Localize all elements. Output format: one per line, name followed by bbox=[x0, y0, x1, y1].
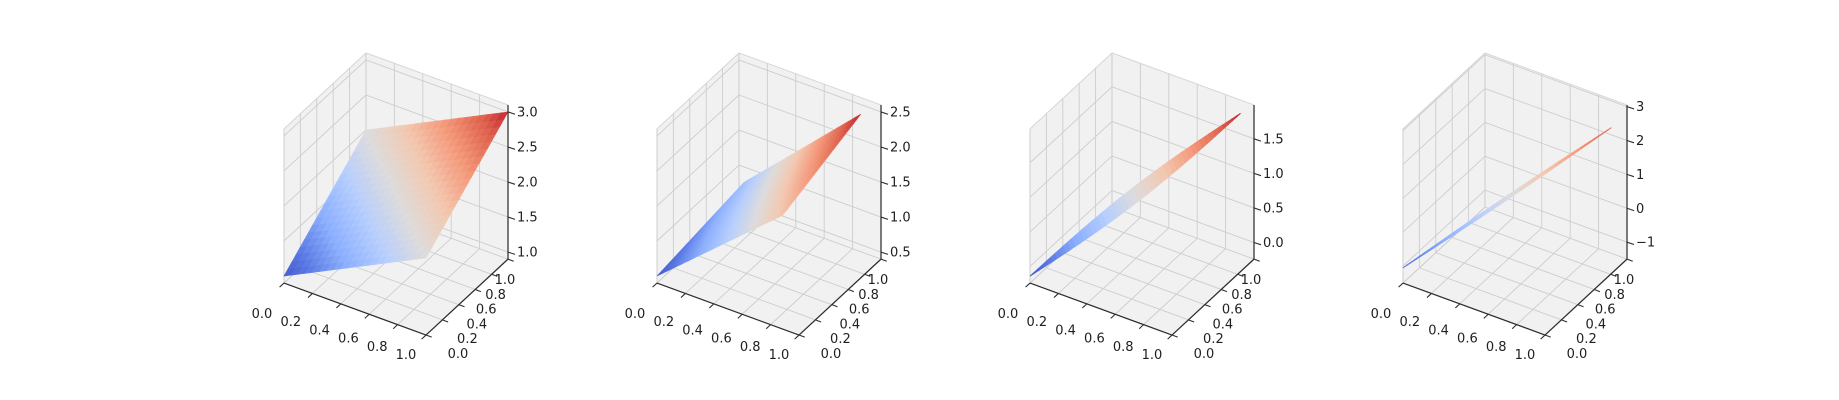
y-tick-label: 0.4 bbox=[1212, 317, 1233, 332]
y-tick-label: 0.2 bbox=[457, 332, 478, 347]
y-tick-label: 0.8 bbox=[1604, 288, 1625, 303]
x-tick-label: 0.0 bbox=[252, 307, 273, 322]
z-tick-label: 3 bbox=[1636, 100, 1644, 115]
z-tick-label: 1 bbox=[1636, 168, 1644, 183]
x-tick-label: 0.2 bbox=[1399, 315, 1420, 330]
z-tick-label: 1.0 bbox=[1263, 167, 1284, 182]
z-tick-label: 0.5 bbox=[890, 246, 911, 261]
y-tick-label: 0.8 bbox=[858, 288, 879, 303]
axis-spines bbox=[1402, 104, 1628, 336]
y-tick-label: 0.6 bbox=[1595, 303, 1616, 318]
z-tick-label: 0.0 bbox=[1263, 236, 1284, 251]
z-tick-label: 1.5 bbox=[890, 176, 911, 191]
z-tick-label: 0.5 bbox=[1263, 201, 1284, 216]
y-tick-label: 1.0 bbox=[495, 273, 516, 288]
x-tick-label: 0.0 bbox=[998, 307, 1019, 322]
x-tick-label: 1.0 bbox=[769, 348, 790, 363]
x-tick-label: 0.4 bbox=[682, 323, 703, 338]
z-tick-label: 1.0 bbox=[890, 211, 911, 226]
y-tick-label: 0.4 bbox=[466, 317, 487, 332]
z-tick-label: −1 bbox=[1636, 236, 1655, 251]
tick-marks bbox=[652, 111, 889, 340]
tick-labels: 0.00.20.40.60.81.0 0.00.20.40.60.81.01.01… bbox=[252, 105, 538, 363]
z-tick-label: 2 bbox=[1636, 134, 1644, 149]
z-tick-label: 1.5 bbox=[517, 211, 538, 226]
axis-spines bbox=[656, 104, 882, 336]
z-tick-label: 2.0 bbox=[890, 140, 911, 155]
tick-labels: 0.00.20.40.60.81.0 0.00.20.40.60.81.00.00… bbox=[998, 132, 1284, 363]
x-tick-label: 0.6 bbox=[1457, 332, 1478, 347]
tick-marks bbox=[1398, 106, 1635, 340]
tick-marks bbox=[1025, 138, 1262, 340]
x-tick-label: 1.0 bbox=[1515, 348, 1536, 363]
x-tick-label: 0.2 bbox=[280, 315, 301, 330]
x-tick-label: 0.6 bbox=[711, 332, 732, 347]
y-tick-label: 0.8 bbox=[1231, 288, 1252, 303]
axis-spines bbox=[1029, 104, 1255, 336]
tick-labels: 0.00.20.40.60.81.0 0.00.20.40.60.81.0−101… bbox=[1371, 100, 1656, 363]
y-tick-label: 0.0 bbox=[821, 347, 842, 362]
y-tick-label: 0.4 bbox=[1585, 317, 1606, 332]
x-tick-label: 0.8 bbox=[1486, 340, 1507, 355]
surface-mesh bbox=[656, 113, 862, 277]
y-tick-label: 0.6 bbox=[476, 303, 497, 318]
z-tick-label: 0 bbox=[1636, 202, 1644, 217]
x-tick-label: 0.6 bbox=[1084, 332, 1105, 347]
surface-plot-3: 0.00.20.40.60.81.0 0.00.20.40.60.81.00.00… bbox=[998, 52, 1284, 363]
y-tick-label: 1.0 bbox=[1241, 273, 1262, 288]
y-tick-label: 0.6 bbox=[849, 303, 870, 318]
y-tick-label: 1.0 bbox=[1614, 273, 1635, 288]
x-tick-label: 1.0 bbox=[396, 348, 417, 363]
y-tick-label: 0.0 bbox=[1567, 347, 1588, 362]
surface-plot-1: 0.00.20.40.60.81.0 0.00.20.40.60.81.01.01… bbox=[252, 52, 538, 363]
y-tick-label: 0.2 bbox=[1576, 332, 1597, 347]
y-tick-label: 0.2 bbox=[1203, 332, 1224, 347]
y-tick-label: 0.0 bbox=[448, 347, 469, 362]
x-tick-label: 0.4 bbox=[309, 323, 330, 338]
x-tick-label: 0.0 bbox=[625, 307, 646, 322]
z-tick-label: 2.5 bbox=[890, 105, 911, 120]
x-tick-label: 0.4 bbox=[1428, 323, 1449, 338]
surface-mesh bbox=[1402, 127, 1612, 269]
x-tick-label: 0.2 bbox=[1026, 315, 1047, 330]
x-tick-label: 1.0 bbox=[1142, 348, 1163, 363]
y-tick-label: 0.8 bbox=[485, 288, 506, 303]
z-tick-label: 1.5 bbox=[1263, 132, 1284, 147]
x-tick-label: 0.8 bbox=[740, 340, 761, 355]
x-tick-label: 0.8 bbox=[367, 340, 388, 355]
z-tick-label: 3.0 bbox=[517, 105, 538, 120]
x-tick-label: 0.8 bbox=[1113, 340, 1134, 355]
surface-mesh bbox=[1029, 112, 1241, 277]
z-tick-label: 1.0 bbox=[517, 246, 538, 261]
surface-plot-2: 0.00.20.40.60.81.0 0.00.20.40.60.81.00.51… bbox=[625, 52, 911, 363]
y-tick-label: 0.4 bbox=[839, 317, 860, 332]
y-tick-label: 0.2 bbox=[830, 332, 851, 347]
grid-group bbox=[1402, 52, 1628, 336]
z-tick-label: 2.0 bbox=[517, 176, 538, 191]
x-tick-label: 0.2 bbox=[653, 315, 674, 330]
tick-marks bbox=[279, 111, 516, 340]
surface-mesh bbox=[283, 111, 509, 277]
z-tick-label: 2.5 bbox=[517, 140, 538, 155]
surface-plot-4: 0.00.20.40.60.81.0 0.00.20.40.60.81.0−101… bbox=[1371, 52, 1656, 363]
tick-labels: 0.00.20.40.60.81.0 0.00.20.40.60.81.00.51… bbox=[625, 105, 911, 363]
y-tick-label: 0.0 bbox=[1194, 347, 1215, 362]
x-tick-label: 0.0 bbox=[1371, 307, 1392, 322]
x-tick-label: 0.6 bbox=[338, 332, 359, 347]
y-tick-label: 0.6 bbox=[1222, 303, 1243, 318]
y-tick-label: 1.0 bbox=[868, 273, 889, 288]
x-tick-label: 0.4 bbox=[1055, 323, 1076, 338]
